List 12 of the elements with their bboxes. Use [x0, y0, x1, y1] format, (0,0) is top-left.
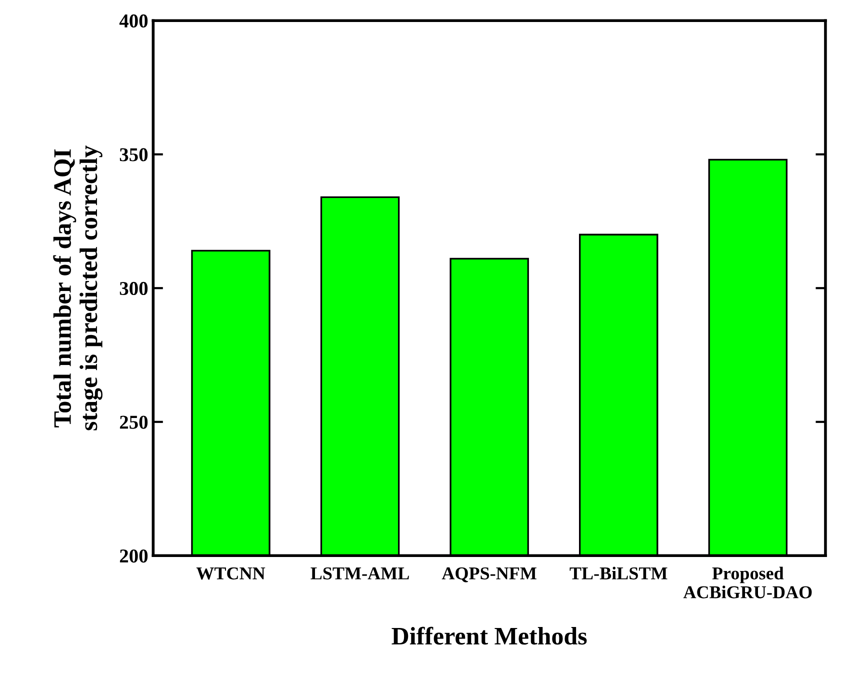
x-tick-label: AQPS-NFM: [442, 567, 536, 582]
x-tick-label: LSTM-AML: [310, 567, 409, 580]
y-tick-label: 200: [120, 549, 148, 563]
y-tick-label: 300: [120, 282, 148, 296]
x-axis-title: Different Methods: [392, 626, 587, 645]
y-axis-title: Total number of days AQI stage is predicted correctly: [53, 145, 102, 430]
x-tick-label: WTCNN: [196, 567, 266, 580]
y-tick-label: 250: [120, 416, 148, 429]
x-tick-label: Proposed ACBiGRU-DAO: [683, 566, 812, 598]
y-tick-label: 400: [119, 14, 148, 28]
y-tick-label: 350: [120, 148, 148, 162]
x-tick-label: TL-BiLSTM: [570, 566, 668, 580]
